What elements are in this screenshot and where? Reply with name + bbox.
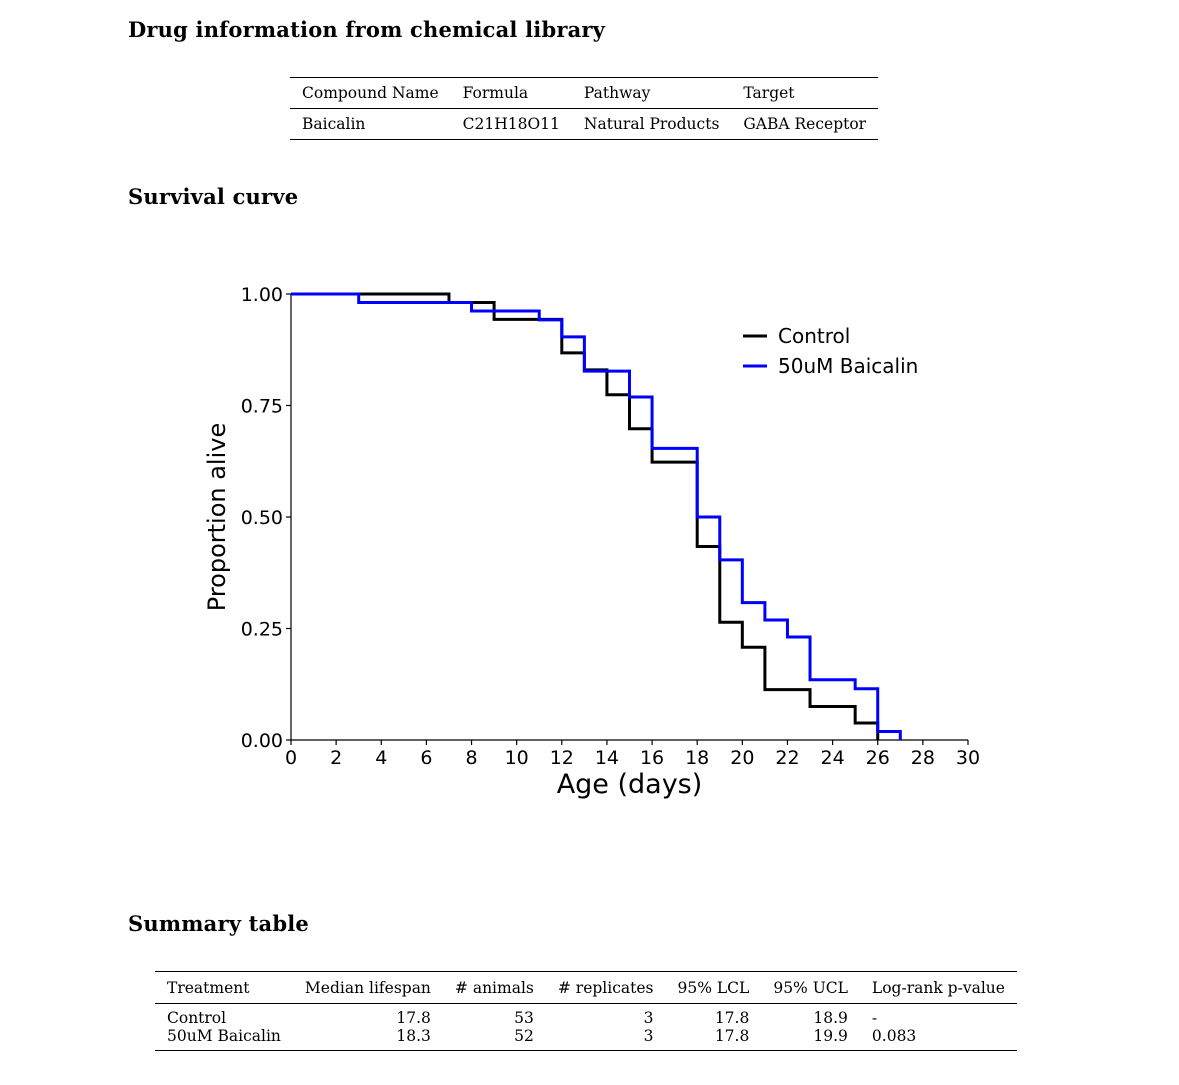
y-tick-label: 0.25 (241, 619, 283, 641)
cell-ucl: 19.9 (813, 1027, 848, 1045)
legend-label: 50uM Baicalin (778, 354, 918, 378)
cell-pathway: Natural Products (583, 115, 720, 133)
x-tick-label: 30 (956, 747, 980, 769)
header-compound-name: Compound Name (302, 84, 439, 102)
x-tick-label: 4 (375, 747, 387, 769)
y-tick-label: 1.00 (241, 284, 283, 306)
survival-curve-title: Survival curve (128, 184, 299, 209)
header-ucl: 95% UCL (773, 978, 848, 997)
header-replicates: # replicates (557, 978, 654, 997)
cell-logrank: - (871, 1009, 878, 1027)
x-tick-label: 14 (595, 747, 619, 769)
header-target: Target (743, 84, 795, 102)
table-row: Control 17.8 53 3 17.8 18.9 - (155, 1004, 1017, 1027)
cell-target: GABA Receptor (743, 115, 867, 133)
x-tick-label: 24 (821, 747, 845, 769)
table-row: Baicalin C21H18O11 Natural Products GABA… (290, 109, 878, 140)
drug-info-table: Compound Name Formula Pathway Target Bai… (290, 77, 879, 140)
cell-animals: 53 (514, 1009, 534, 1027)
cell-treatment: Control (167, 1009, 227, 1027)
chart-legend: Control 50uM Baicalin (743, 324, 918, 378)
summary-table-title: Summary table (128, 911, 309, 936)
header-treatment: Treatment (167, 978, 250, 997)
cell-lcl: 17.8 (714, 1009, 750, 1027)
table-row: 50uM Baicalin 18.3 52 3 17.8 19.9 0.083 (155, 1027, 1017, 1051)
x-tick-label: 20 (730, 747, 754, 769)
x-tick-label: 10 (505, 747, 529, 769)
header-animals: # animals (454, 978, 534, 997)
y-tick-label: 0.00 (241, 730, 283, 752)
table-header-row: Compound Name Formula Pathway Target (290, 78, 879, 109)
header-lcl: 95% LCL (677, 978, 750, 997)
chart-series (291, 292, 902, 740)
cell-logrank: 0.083 (871, 1027, 917, 1045)
header-median-lifespan: Median lifespan (304, 978, 431, 997)
cell-compound-name: Baicalin (302, 115, 366, 133)
y-axis-label: Proportion alive (203, 423, 231, 611)
table-header-row: Treatment Median lifespan # animals # re… (155, 972, 1017, 1004)
cell-median-lifespan: 18.3 (396, 1027, 431, 1045)
cell-ucl: 18.9 (813, 1009, 848, 1027)
x-tick-label: 16 (640, 747, 664, 769)
y-tick-label: 0.50 (241, 507, 283, 529)
x-tick-label: 2 (330, 747, 342, 769)
x-axis-label: Age (days) (557, 769, 703, 800)
x-tick-label: 0 (285, 747, 297, 769)
header-formula: Formula (462, 84, 529, 102)
cell-replicates: 3 (643, 1027, 654, 1045)
x-tick-label: 12 (550, 747, 574, 769)
x-tick-label: 28 (911, 747, 935, 769)
cell-median-lifespan: 17.8 (396, 1009, 431, 1027)
x-tick-label: 8 (465, 747, 477, 769)
cell-replicates: 3 (643, 1009, 654, 1027)
cell-lcl: 17.8 (714, 1027, 750, 1045)
summary-table: Treatment Median lifespan # animals # re… (155, 971, 1017, 1051)
header-pathway: Pathway (583, 84, 651, 102)
x-tick-label: 6 (420, 747, 432, 769)
drug-info-title: Drug information from chemical library (128, 17, 606, 42)
cell-treatment: 50uM Baicalin (167, 1027, 281, 1045)
x-tick-label: 18 (685, 747, 709, 769)
survival-chart: 0 2 4 6 8 10 12 14 16 18 20 22 24 26 28 300.000.250.500… (203, 284, 980, 800)
legend-label: Control (778, 324, 850, 348)
series-line-baicalin (291, 292, 902, 740)
cell-animals: 52 (514, 1027, 534, 1045)
header-logrank: Log-rank p-value (871, 978, 1005, 997)
y-tick-label: 0.75 (241, 396, 283, 418)
chart-axes: 0 2 4 6 8 10 12 14 16 18 20 22 24 26 28 300.000.250.500… (203, 284, 980, 800)
x-tick-label: 22 (775, 747, 799, 769)
cell-formula: C21H18O11 (462, 115, 560, 133)
x-tick-label: 26 (866, 747, 890, 769)
